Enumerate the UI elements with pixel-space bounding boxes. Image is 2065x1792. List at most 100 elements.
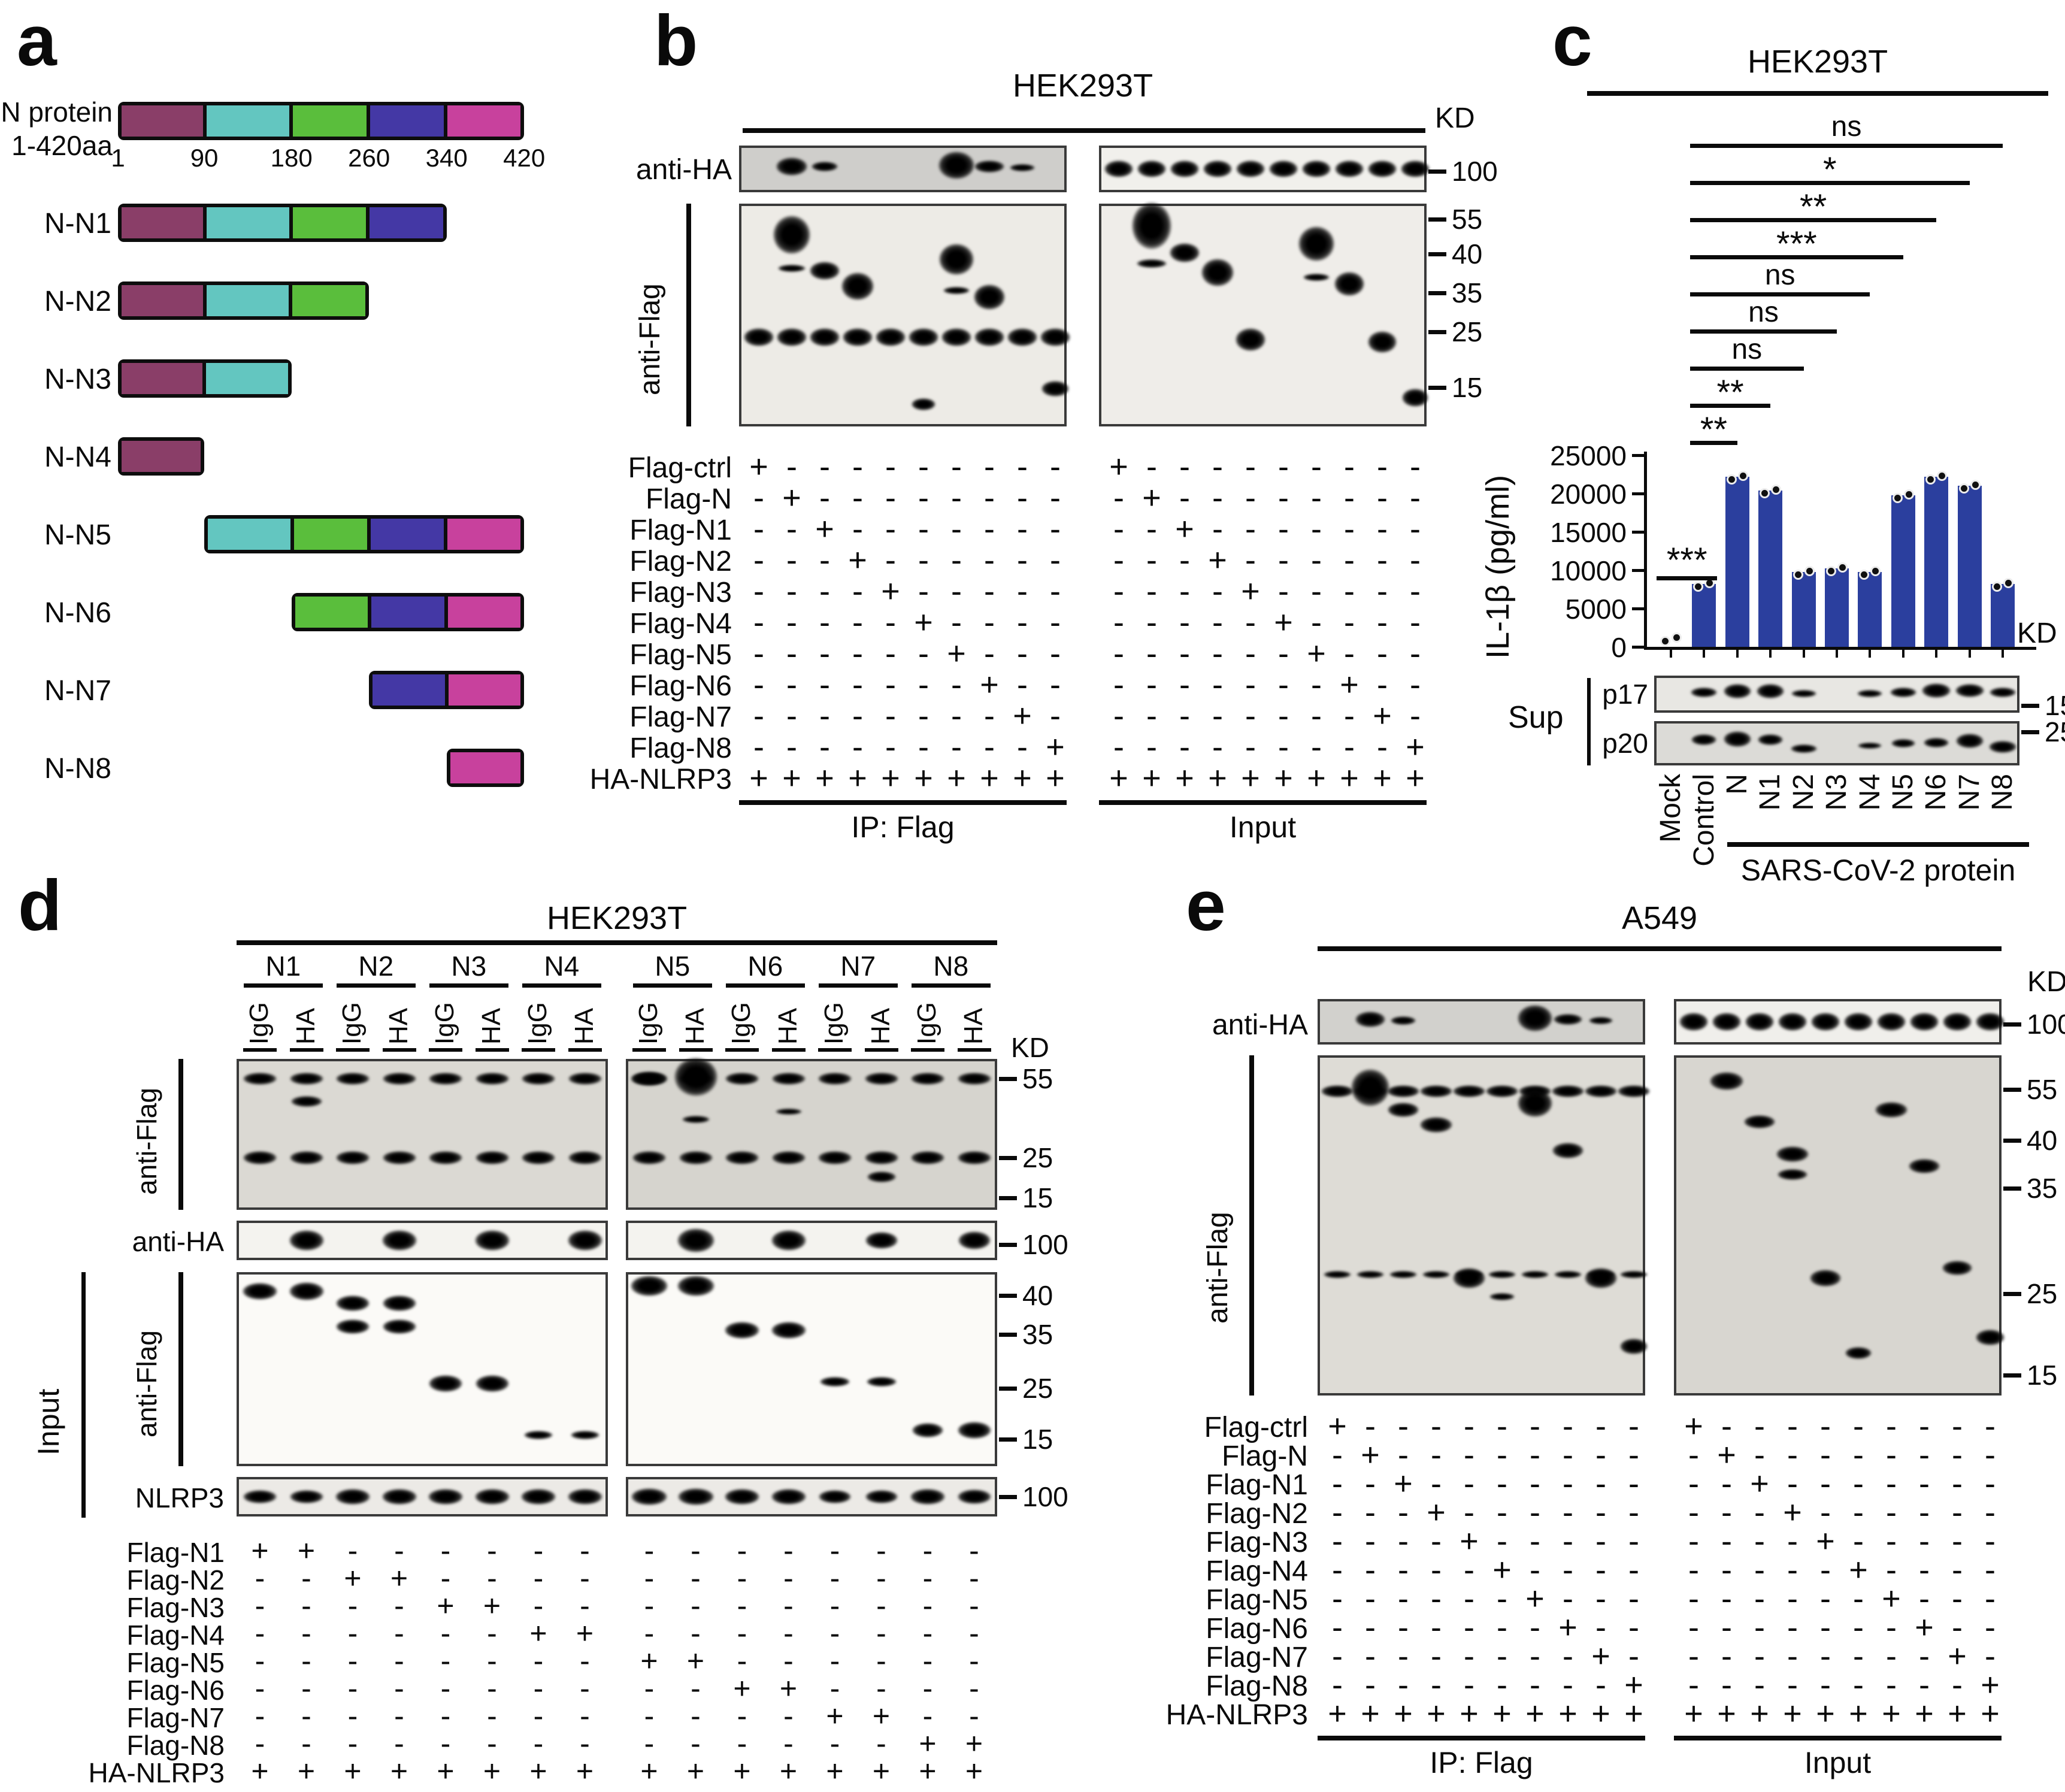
panel-d-input-anti-flag-label: anti-Flag bbox=[131, 1330, 162, 1437]
panel-b-matrix-cell: + bbox=[1109, 448, 1128, 485]
panel-e-matrix-cell: - bbox=[1563, 1494, 1573, 1530]
y-tick-label: 5000 bbox=[1565, 594, 1627, 625]
panel-b-matrix-cell: - bbox=[753, 635, 764, 671]
panel-b-matrix-cell: - bbox=[852, 728, 863, 765]
panel-b-matrix-cell: - bbox=[753, 573, 764, 609]
panel-b-matrix-cell: - bbox=[1017, 604, 1028, 640]
panel-d-nlrp3-blot-right-band bbox=[865, 1490, 898, 1503]
bar-N6 bbox=[1924, 476, 1949, 647]
panel-e-matrix-cell: - bbox=[1754, 1637, 1765, 1674]
panel-b-anti-flag-input-blot-band bbox=[1236, 328, 1265, 351]
panel-e-anti-flag-ip-blot-band bbox=[1387, 1085, 1419, 1097]
panel-e-matrix-cell: - bbox=[1595, 1407, 1606, 1444]
panel-c-p20-blot bbox=[1654, 721, 2019, 765]
panel-b-matrix-row-label: Flag-N5 bbox=[629, 638, 732, 671]
panel-b-letter: b bbox=[654, 1, 698, 81]
panel-b-anti-ha-marker-value: 100 bbox=[1452, 155, 1498, 187]
panel-e-matrix-cell: - bbox=[1497, 1609, 1507, 1645]
panel-b-matrix-cell: + bbox=[1241, 573, 1260, 609]
bar-N2 bbox=[1791, 571, 1816, 647]
panel-d-ip-anti-flag-blot-right-band bbox=[864, 1072, 898, 1085]
panel-b-matrix-cell: + bbox=[1013, 759, 1032, 796]
panel-e-matrix-cell: - bbox=[1985, 1551, 1996, 1588]
panel-b-anti-ha-marker-tick bbox=[1428, 169, 1446, 174]
panel-d-matrix-cell: - bbox=[829, 1589, 840, 1623]
panel-e-matrix-cell: - bbox=[1754, 1666, 1765, 1703]
sig-bracket-line bbox=[1690, 255, 1903, 259]
panel-b-matrix-cell: + bbox=[1142, 479, 1161, 516]
panel-d-matrix-cell: - bbox=[876, 1727, 886, 1760]
panel-b-anti-ha-input-blot-band bbox=[1269, 161, 1298, 177]
panel-b-matrix-cell: - bbox=[753, 728, 764, 765]
panel-d-kd-label: KD bbox=[1011, 1032, 1049, 1063]
panel-d-matrix-cell: + bbox=[529, 1754, 547, 1788]
panel-b-matrix-cell: - bbox=[1245, 604, 1256, 640]
bar-N1 bbox=[1758, 490, 1783, 647]
full-length-bar-domain bbox=[443, 105, 521, 137]
panel-d-matrix-cell: - bbox=[783, 1644, 794, 1678]
panel-d-matrix-cell: + bbox=[686, 1644, 705, 1678]
panel-b-matrix-cell: - bbox=[1278, 666, 1289, 703]
panel-c-sup-marker-tick bbox=[2021, 730, 2039, 734]
panel-d-letter: d bbox=[18, 865, 62, 946]
panel-c-p17-blot bbox=[1654, 676, 2019, 713]
bar-N bbox=[1725, 476, 1749, 647]
panel-d-matrix-cell: - bbox=[922, 1589, 933, 1623]
panel-d-nlrp3-blot-right-band bbox=[819, 1490, 851, 1503]
y-tick-label: 15000 bbox=[1550, 517, 1627, 548]
panel-e-matrix-cell: + bbox=[1882, 1695, 1901, 1732]
panel-e-matrix-cell: - bbox=[1595, 1494, 1606, 1530]
panel-d-ip-flag-marker-value: 55 bbox=[1022, 1063, 1053, 1094]
panel-d-input-flag-marker-tick bbox=[999, 1333, 1017, 1337]
panel-b-matrix-cell: - bbox=[786, 541, 797, 578]
panel-b-matrix-cell: - bbox=[1146, 541, 1157, 578]
panel-e-matrix-cell: - bbox=[1919, 1522, 1930, 1559]
panel-b-matrix-cell: - bbox=[1245, 448, 1256, 485]
panel-d-input-flag-marker-value: 35 bbox=[1022, 1319, 1053, 1350]
panel-d-lane-underline bbox=[818, 1048, 852, 1052]
data-point bbox=[1937, 470, 1948, 481]
scale-tick: 90 bbox=[190, 144, 219, 172]
panel-d-ip-anti-flag-blot-left bbox=[237, 1059, 608, 1210]
panel-d-nlrp3-blot-left-band bbox=[521, 1489, 556, 1505]
panel-b-matrix-cell: - bbox=[1410, 635, 1421, 671]
panel-c-p20-blot-band bbox=[1924, 737, 1949, 747]
panel-b-anti-ha-input-blot-band bbox=[1137, 161, 1166, 177]
panel-d-group-underline bbox=[818, 983, 898, 988]
panel-d-matrix-cell: - bbox=[533, 1672, 544, 1705]
data-point bbox=[1804, 565, 1815, 576]
panel-d-nlrp3-blot-right bbox=[626, 1477, 997, 1516]
panel-e-matrix-cell: + bbox=[1783, 1494, 1802, 1530]
panel-d-group-label: N2 bbox=[358, 951, 394, 982]
panel-d-lane-label: HA bbox=[773, 1007, 803, 1045]
panel-b-matrix-cell: - bbox=[1113, 479, 1124, 516]
panel-d-lane-label: HA bbox=[865, 1007, 895, 1045]
panel-e-matrix-cell: - bbox=[1886, 1666, 1897, 1703]
panel-b-anti-ha-input-blot-band bbox=[1170, 161, 1199, 177]
panel-d-input-anti-flag-blot-left-band bbox=[475, 1375, 509, 1393]
panel-d-group-underline bbox=[336, 983, 416, 988]
panel-e-matrix-row-label: Flag-N1 bbox=[1206, 1469, 1308, 1501]
panel-e-matrix-cell: - bbox=[1952, 1666, 1963, 1703]
panel-c-p17-blot-band bbox=[1857, 689, 1883, 697]
panel-d-matrix-cell: - bbox=[440, 1617, 451, 1650]
panel-b-matrix-cell: - bbox=[1050, 666, 1061, 703]
panel-b-matrix-cell: + bbox=[1109, 759, 1128, 796]
panel-d-matrix-cell: - bbox=[691, 1534, 701, 1567]
panel-e-matrix-cell: + bbox=[1492, 1695, 1512, 1732]
panel-e-matrix-cell: - bbox=[1787, 1551, 1798, 1588]
y-tick bbox=[1632, 569, 1644, 572]
sig-bracket-line bbox=[1690, 218, 1937, 222]
panel-b-matrix-cell: - bbox=[1410, 697, 1421, 734]
panel-d-nlrp3-blot-right-band bbox=[910, 1489, 945, 1505]
panel-b-matrix-cell: - bbox=[918, 541, 929, 578]
panel-d-lane-label: IgG bbox=[523, 1002, 552, 1045]
panel-b-matrix-cell: - bbox=[1410, 573, 1421, 609]
panel-e-matrix-cell: - bbox=[1563, 1666, 1573, 1703]
panel-b-anti-ha-label: anti-HA bbox=[635, 154, 732, 186]
panel-d-matrix-cell: - bbox=[533, 1589, 544, 1623]
fragment-bar-N-N5-domain bbox=[443, 519, 521, 550]
panel-b-anti-flag-ip-blot-band bbox=[941, 328, 971, 347]
panel-d-matrix-cell: - bbox=[487, 1699, 497, 1733]
panel-d-ip-flag-marker-tick bbox=[999, 1196, 1017, 1200]
